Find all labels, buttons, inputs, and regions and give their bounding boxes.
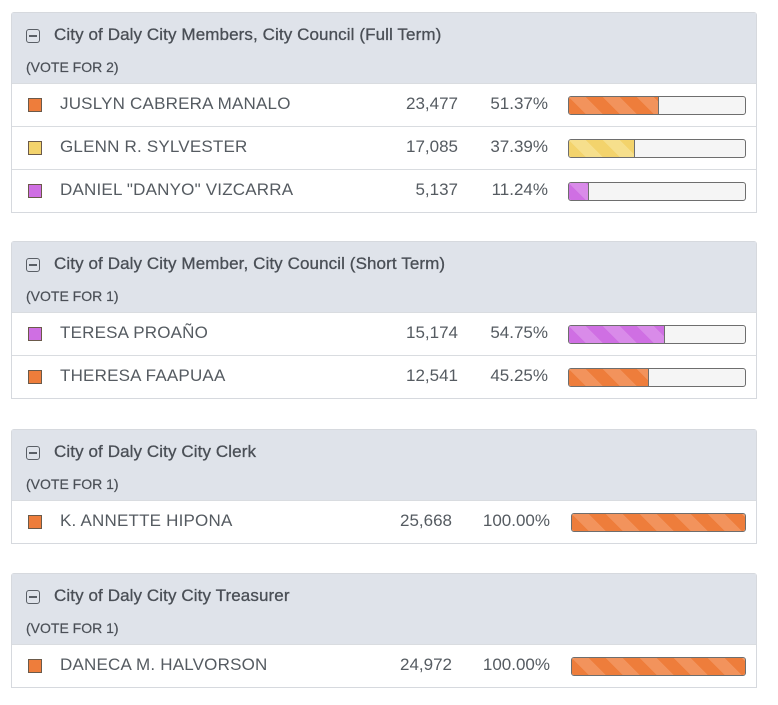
collapse-minus-icon[interactable] (26, 590, 40, 604)
contest-header: City of Daly City Member, City Council (… (12, 242, 756, 312)
vote-progress-bar (571, 657, 746, 676)
candidate-color-swatch (28, 327, 42, 341)
candidate-row: DANIEL "DANYO" VIZCARRA 5,137 11.24% (12, 169, 756, 212)
candidate-name: THERESA FAAPUAA (60, 366, 226, 385)
contest-header: City of Daly City City Treasurer (VOTE F… (12, 574, 756, 644)
vote-progress-fill (569, 140, 635, 157)
vote-progress-bar (568, 96, 746, 115)
vote-count: 15,174 (406, 323, 458, 342)
contest-header: City of Daly City City Clerk (VOTE FOR 1… (12, 430, 756, 500)
vote-for-label: (VOTE FOR 1) (26, 288, 119, 304)
contest-title: City of Daly City City Treasurer (54, 586, 290, 605)
candidate-row: JUSLYN CABRERA MANALO 23,477 51.37% (12, 83, 756, 126)
vote-count: 23,477 (406, 94, 458, 113)
vote-percent: 45.25% (490, 366, 548, 385)
vote-for-label: (VOTE FOR 2) (26, 59, 119, 75)
candidate-color-swatch (28, 98, 42, 112)
vote-progress-fill (572, 658, 745, 675)
vote-progress-bar (568, 139, 746, 158)
vote-count: 12,541 (406, 366, 458, 385)
candidate-color-swatch (28, 659, 42, 673)
candidate-name: JUSLYN CABRERA MANALO (60, 94, 291, 113)
contest-city-council-full-term: City of Daly City Members, City Council … (11, 12, 757, 213)
candidate-name: K. ANNETTE HIPONA (60, 511, 233, 530)
contest-city-treasurer: City of Daly City City Treasurer (VOTE F… (11, 573, 757, 688)
vote-for-label: (VOTE FOR 1) (26, 620, 119, 636)
candidate-color-swatch (28, 370, 42, 384)
vote-percent: 54.75% (490, 323, 548, 342)
contest-header: City of Daly City Members, City Council … (12, 13, 756, 83)
candidate-name: DANIEL "DANYO" VIZCARRA (60, 180, 294, 199)
vote-count: 5,137 (415, 180, 458, 199)
vote-progress-bar (568, 325, 746, 344)
candidate-color-swatch (28, 515, 42, 529)
vote-percent: 37.39% (490, 137, 548, 156)
candidate-row: K. ANNETTE HIPONA 25,668 100.00% (12, 500, 756, 543)
candidate-name: TERESA PROAÑO (60, 323, 209, 342)
vote-for-label: (VOTE FOR 1) (26, 476, 119, 492)
vote-count: 24,972 (400, 655, 452, 674)
vote-count: 17,085 (406, 137, 458, 156)
vote-progress-bar (568, 182, 746, 201)
contest-title: City of Daly City City Clerk (54, 442, 257, 461)
candidate-color-swatch (28, 184, 42, 198)
collapse-minus-icon[interactable] (26, 258, 40, 272)
candidate-row: THERESA FAAPUAA 12,541 45.25% (12, 355, 756, 398)
candidate-row: DANECA M. HALVORSON 24,972 100.00% (12, 644, 756, 687)
vote-percent: 100.00% (482, 511, 550, 530)
vote-progress-bar (568, 368, 746, 387)
vote-count: 25,668 (400, 511, 452, 530)
vote-percent: 51.37% (490, 94, 548, 113)
vote-progress-fill (569, 326, 666, 343)
candidate-row: TERESA PROAÑO 15,174 54.75% (12, 312, 756, 355)
vote-percent: 11.24% (491, 180, 548, 199)
vote-progress-fill (569, 97, 660, 114)
candidate-name: DANECA M. HALVORSON (60, 655, 268, 674)
collapse-minus-icon[interactable] (26, 446, 40, 460)
vote-percent: 100.00% (482, 655, 550, 674)
contest-city-council-short-term: City of Daly City Member, City Council (… (11, 241, 757, 399)
vote-progress-fill (569, 183, 589, 200)
vote-progress-fill (569, 369, 649, 386)
contest-city-clerk: City of Daly City City Clerk (VOTE FOR 1… (11, 429, 757, 544)
vote-progress-bar (571, 513, 746, 532)
candidate-color-swatch (28, 141, 42, 155)
contest-title: City of Daly City Members, City Council … (54, 25, 442, 44)
candidate-row: GLENN R. SYLVESTER 17,085 37.39% (12, 126, 756, 169)
collapse-minus-icon[interactable] (26, 29, 40, 43)
contest-title: City of Daly City Member, City Council (… (54, 254, 446, 273)
candidate-name: GLENN R. SYLVESTER (60, 137, 248, 156)
vote-progress-fill (572, 514, 745, 531)
